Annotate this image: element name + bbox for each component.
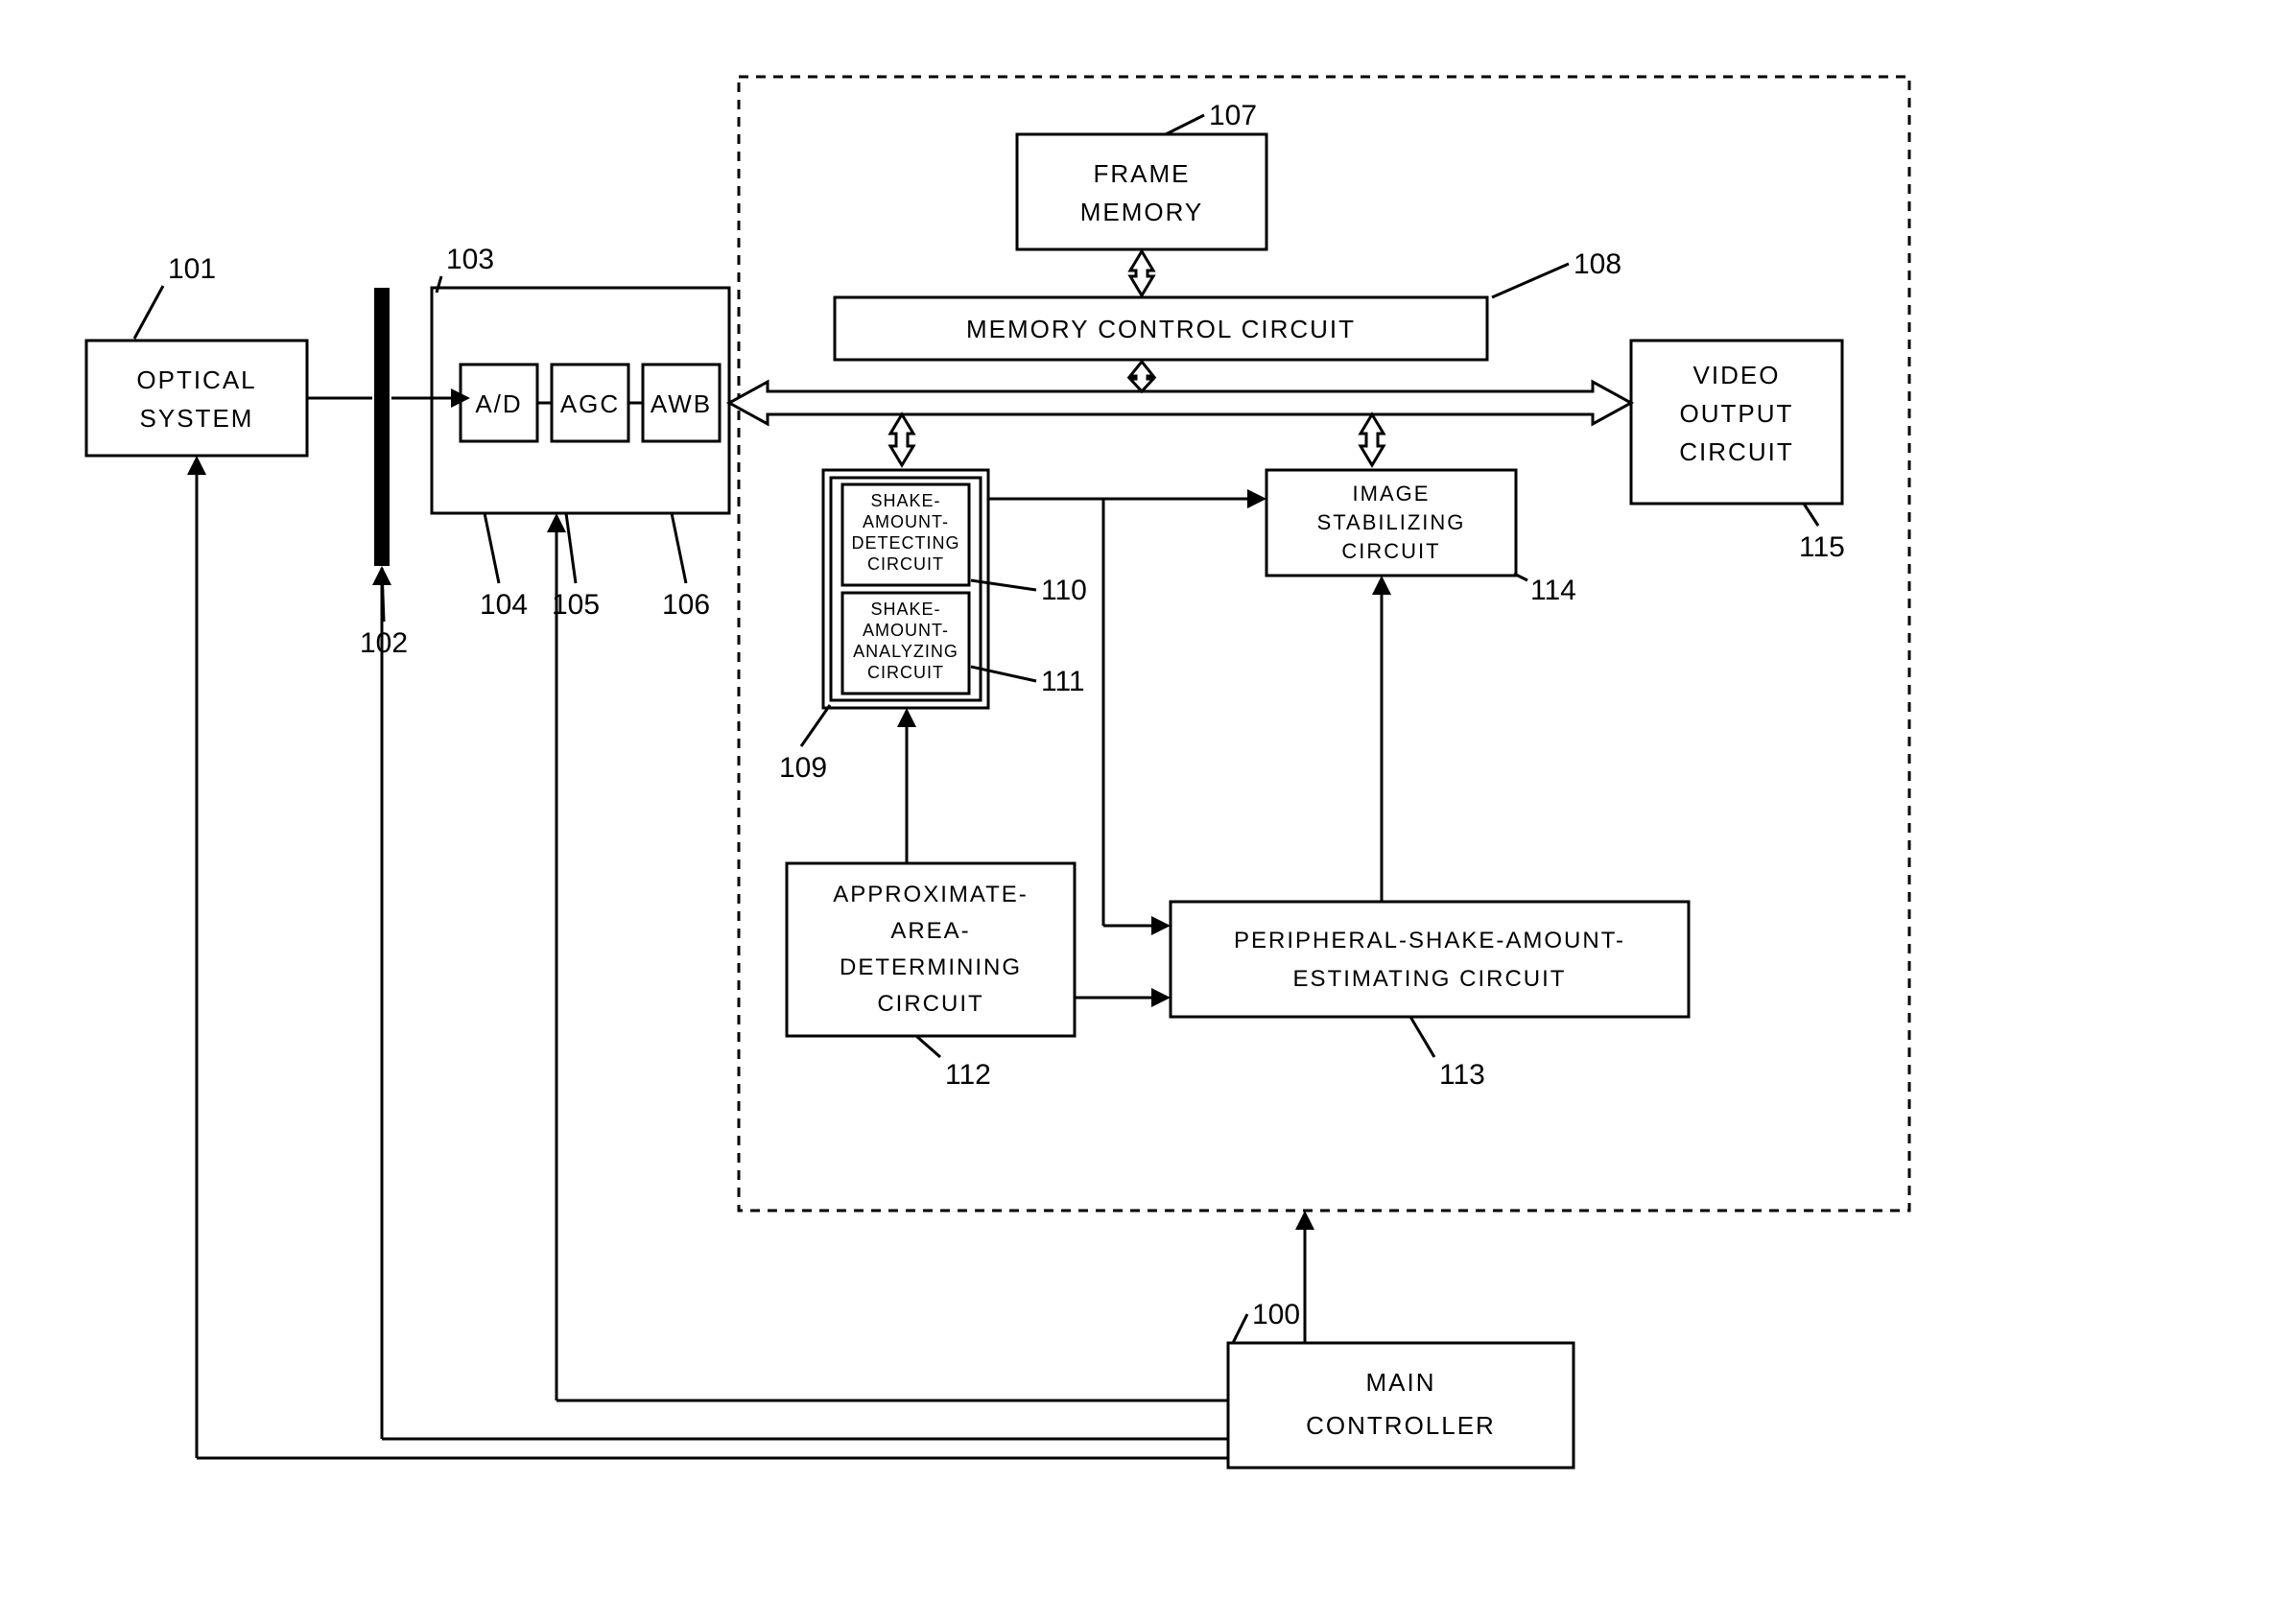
conn-shake-branch-to-periph [1103, 499, 1171, 935]
ref-114: 114 [1530, 575, 1576, 606]
image-sensor [374, 288, 390, 566]
leader-107 [1166, 115, 1204, 134]
leader-113 [1410, 1017, 1434, 1057]
leader-112 [916, 1036, 940, 1057]
ref-108: 108 [1574, 248, 1621, 280]
shake-det-l2: AMOUNT- [863, 512, 949, 531]
ref-112: 112 [945, 1059, 991, 1091]
ref-107: 107 [1209, 100, 1257, 131]
video-output-label-1: VIDEO [1693, 361, 1781, 389]
ref-100: 100 [1252, 1299, 1300, 1330]
ref-111: 111 [1041, 666, 1085, 697]
optical-system-block: OPTICAL SYSTEM [86, 341, 307, 456]
conn-shake-to-stabil [988, 489, 1266, 508]
awb-label: AWB [651, 389, 712, 418]
ref-109: 109 [779, 752, 827, 784]
optical-system-label-2: SYSTEM [140, 404, 254, 433]
ref-110: 110 [1041, 575, 1087, 606]
shake-det-l1: SHAKE- [870, 491, 940, 510]
ref-103: 103 [446, 244, 494, 275]
bus-conn-framemem-memctrl [1130, 251, 1153, 295]
conn-approx-to-periph [1075, 988, 1171, 1007]
frame-memory-label-2: MEMORY [1080, 198, 1204, 226]
ad-label: A/D [475, 389, 522, 418]
approx-l1: APPROXIMATE- [833, 882, 1029, 907]
shake-ana-l3: ANALYZING [853, 642, 958, 661]
ref-113: 113 [1439, 1059, 1485, 1091]
leader-105 [566, 513, 576, 583]
leader-106 [672, 513, 686, 583]
shake-ana-l2: AMOUNT- [863, 621, 949, 640]
leader-104 [485, 513, 499, 583]
ref-115: 115 [1799, 531, 1845, 563]
shake-det-l4: CIRCUIT [867, 554, 944, 574]
peripheral-estimating-block [1171, 902, 1689, 1017]
video-output-label-2: OUTPUT [1680, 399, 1794, 428]
leader-108 [1492, 264, 1569, 297]
memory-control-label: MEMORY CONTROL CIRCUIT [966, 315, 1356, 343]
stabil-l1: IMAGE [1353, 482, 1431, 506]
main-controller-block [1228, 1343, 1574, 1468]
leader-101 [134, 286, 163, 339]
frame-memory-label-1: FRAME [1094, 159, 1191, 188]
approx-l2: AREA- [890, 918, 970, 944]
approx-l3: DETERMINING [840, 954, 1022, 980]
ref-101: 101 [168, 253, 216, 285]
shake-ana-l1: SHAKE- [870, 600, 940, 619]
bus-conn-memctrl-bus [1130, 362, 1153, 391]
frame-memory-block [1017, 134, 1266, 249]
conn-approx-to-shake [897, 708, 916, 863]
periph-l2: ESTIMATING CIRCUIT [1293, 966, 1567, 992]
ref-105: 105 [552, 589, 600, 621]
conn-periph-to-stabil [1372, 576, 1391, 902]
stabil-l2: STABILIZING [1317, 510, 1466, 534]
video-output-label-3: CIRCUIT [1679, 437, 1793, 466]
main-l2: CONTROLLER [1306, 1411, 1496, 1440]
approx-l4: CIRCUIT [877, 991, 983, 1017]
shake-ana-l4: CIRCUIT [867, 663, 944, 682]
ref-104: 104 [480, 589, 528, 621]
stabil-l3: CIRCUIT [1341, 539, 1440, 563]
main-l1: MAIN [1366, 1368, 1436, 1397]
agc-label: AGC [560, 389, 620, 418]
leader-115 [1804, 504, 1818, 526]
shake-det-l3: DETECTING [851, 533, 959, 553]
leader-100 [1233, 1314, 1247, 1343]
bus-conn-shake-bus [890, 414, 913, 465]
leader-109 [801, 705, 830, 746]
ref-106: 106 [662, 589, 710, 621]
bus-conn-stabil-bus [1361, 414, 1384, 465]
optical-system-label-1: OPTICAL [136, 365, 256, 394]
periph-l1: PERIPHERAL-SHAKE-AMOUNT- [1234, 928, 1625, 953]
data-bus [729, 382, 1631, 424]
ref-102: 102 [360, 627, 408, 659]
